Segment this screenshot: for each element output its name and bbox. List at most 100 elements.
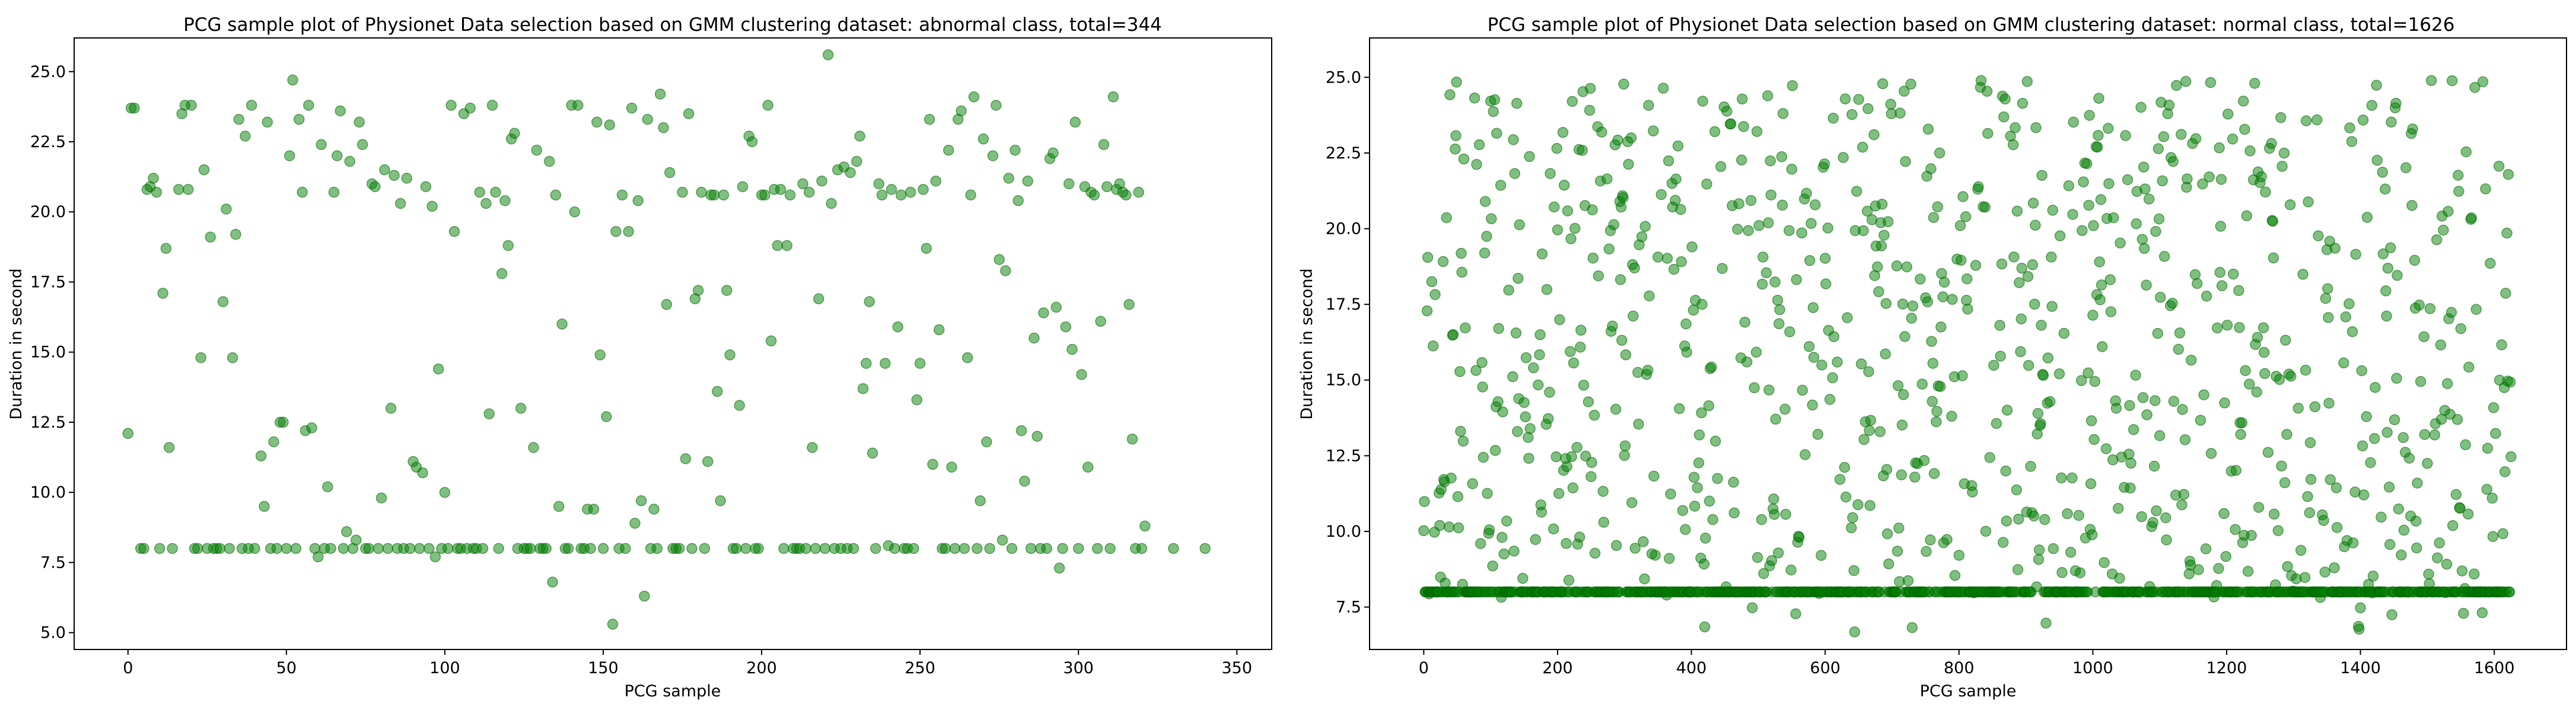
data-point	[2304, 437, 2316, 448]
y-tick-label: 25.0	[30, 63, 66, 81]
data-point	[2176, 499, 2187, 511]
data-point	[1822, 222, 1833, 234]
data-point	[1780, 508, 1791, 520]
data-point	[2323, 312, 2334, 323]
data-point	[2458, 607, 2469, 619]
data-point	[1947, 294, 1958, 305]
data-point	[448, 226, 460, 237]
data-point	[724, 349, 735, 361]
data-point	[2157, 175, 2168, 187]
data-point	[1628, 310, 1639, 322]
data-point	[994, 254, 1005, 265]
x-tick-label: 200	[746, 659, 777, 677]
data-point	[2425, 75, 2437, 87]
data-point	[1791, 274, 1802, 285]
data-point	[1076, 369, 1087, 380]
data-point	[2108, 212, 2119, 224]
data-point	[1136, 543, 1148, 554]
data-point	[2047, 205, 2058, 216]
data-point	[1063, 178, 1075, 190]
data-point	[2122, 174, 2134, 186]
data-point	[2441, 378, 2453, 390]
data-point	[1426, 276, 1438, 288]
data-point	[1847, 512, 1858, 523]
data-point	[1091, 543, 1103, 554]
abnormal-class-chart: PCG sample plot of Physionet Data select…	[7, 14, 1272, 700]
data-point	[303, 100, 314, 111]
data-point	[1495, 180, 1507, 191]
data-point	[192, 543, 203, 554]
data-point	[1862, 103, 1874, 114]
data-point	[1701, 179, 1712, 190]
data-point	[1779, 403, 1791, 415]
data-point	[2154, 430, 2166, 441]
data-point	[1760, 267, 1772, 279]
data-point	[2084, 110, 2095, 121]
data-point	[1199, 543, 1211, 554]
data-point	[1697, 95, 1708, 107]
data-point	[1902, 575, 1914, 587]
data-point	[1000, 265, 1011, 276]
data-point	[2131, 218, 2142, 230]
data-point	[2361, 212, 2373, 223]
data-point	[1460, 322, 1471, 334]
data-point	[1801, 187, 1812, 199]
data-point	[632, 195, 644, 206]
data-point	[2331, 522, 2343, 533]
data-point	[341, 526, 352, 537]
data-point	[772, 240, 784, 251]
data-point	[1534, 349, 1545, 361]
data-point	[2152, 143, 2164, 154]
data-point	[2056, 472, 2067, 484]
data-point	[205, 231, 216, 243]
data-point	[2493, 160, 2505, 172]
data-point	[2048, 543, 2059, 555]
data-point	[1957, 191, 1969, 202]
data-point	[1700, 533, 1711, 544]
data-point	[1675, 203, 1686, 215]
chart-title: PCG sample plot of Physionet Data select…	[183, 14, 1162, 36]
data-point	[1832, 356, 1843, 368]
data-point	[1471, 158, 1482, 170]
data-point	[2390, 97, 2402, 109]
data-point	[1456, 266, 1467, 278]
data-point	[389, 170, 400, 181]
data-point	[1648, 470, 1660, 482]
data-point	[2150, 225, 2161, 237]
data-point	[316, 139, 327, 150]
data-point	[1444, 89, 1456, 101]
data-point	[2197, 178, 2208, 190]
data-point	[2000, 465, 2011, 477]
data-point	[138, 543, 149, 554]
data-point	[2033, 544, 2045, 556]
data-point	[2143, 193, 2155, 205]
data-point	[1915, 273, 1926, 285]
data-point	[1578, 380, 1590, 391]
data-point	[1894, 107, 1906, 119]
plot-frame	[74, 37, 1272, 650]
data-point	[2240, 365, 2251, 377]
data-point	[2125, 482, 2136, 494]
data-point	[1545, 168, 1556, 179]
data-point	[1709, 435, 1721, 447]
data-point	[911, 394, 923, 406]
data-point	[2463, 361, 2475, 373]
data-point	[2279, 335, 2291, 346]
data-point	[1608, 219, 1619, 231]
data-point	[1980, 526, 1992, 537]
data-point	[1639, 573, 1650, 585]
data-point	[987, 150, 999, 161]
data-point	[870, 543, 881, 554]
data-point	[2338, 357, 2349, 369]
data-points	[1418, 75, 2517, 638]
x-axis-label: PCG sample	[1920, 682, 2017, 700]
data-point	[1995, 351, 2006, 362]
data-point	[946, 461, 957, 473]
data-point	[1670, 173, 1682, 185]
data-point	[2021, 76, 2033, 87]
data-point	[2424, 303, 2436, 314]
data-point	[439, 486, 451, 498]
data-point	[2200, 543, 2212, 555]
data-point	[1668, 263, 1680, 275]
data-point	[486, 100, 498, 111]
